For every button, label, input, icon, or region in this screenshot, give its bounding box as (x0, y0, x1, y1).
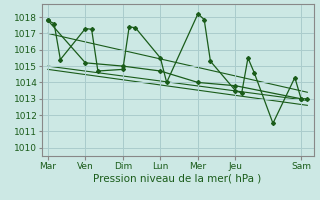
X-axis label: Pression niveau de la mer( hPa ): Pression niveau de la mer( hPa ) (93, 173, 262, 183)
